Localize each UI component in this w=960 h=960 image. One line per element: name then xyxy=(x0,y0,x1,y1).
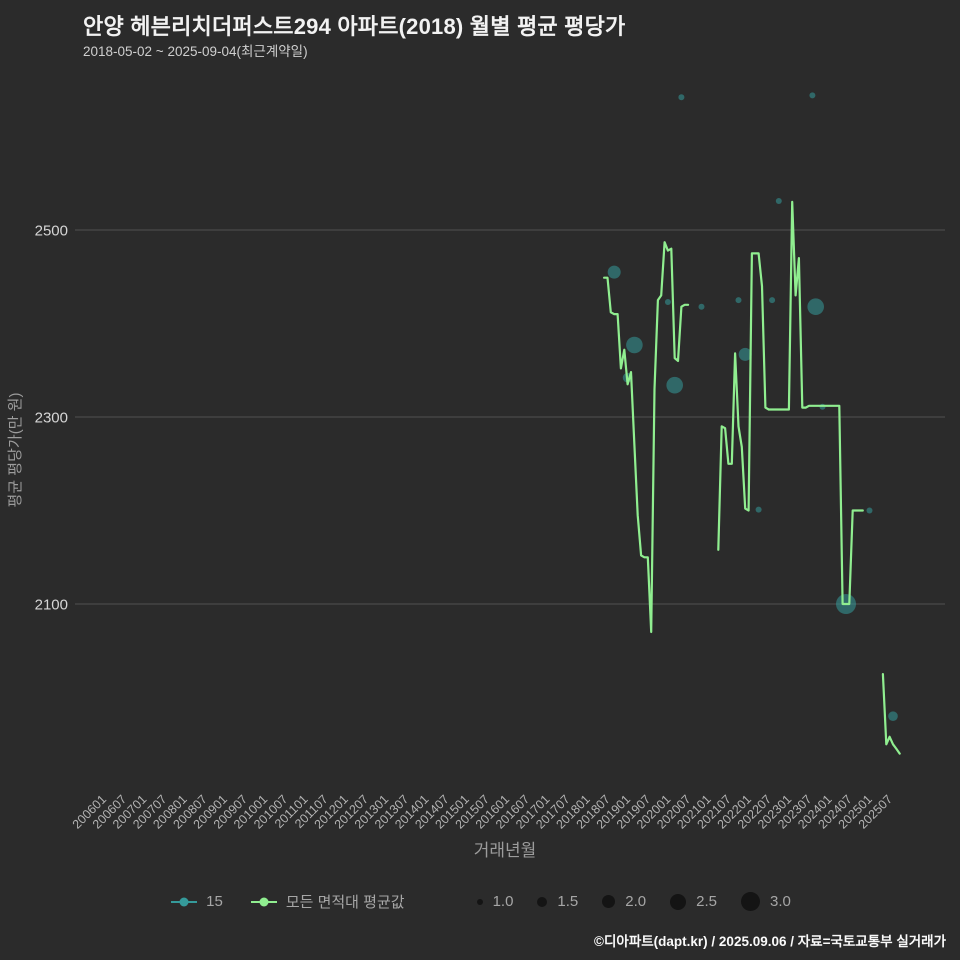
bubble-size-dot-icon xyxy=(602,895,616,908)
teal-dot-marker-icon xyxy=(171,897,198,906)
data-point-bubble xyxy=(866,507,873,514)
size-legend-label: 2.0 xyxy=(625,893,647,910)
size-legend-label: 1.0 xyxy=(492,893,514,910)
price-line xyxy=(717,200,864,606)
data-point-bubble xyxy=(698,303,705,310)
data-point-bubble xyxy=(809,92,816,99)
y-tick-label: 2300 xyxy=(35,409,68,426)
bubble-size-legend: 1.0 1.5 2.0 2.5 3.0 xyxy=(476,892,791,911)
size-legend-label: 1.5 xyxy=(557,893,579,910)
data-point-bubble xyxy=(735,297,742,304)
size-legend-label: 2.5 xyxy=(696,893,717,910)
chart-canvas: 2100230025002006012006072007012007072008… xyxy=(7,92,945,860)
price-line xyxy=(881,672,901,755)
data-point-bubble xyxy=(664,299,671,305)
data-point-bubble xyxy=(678,94,685,101)
chart-title: 안양 헤븐리치더퍼스트294 아파트(2018) 월별 평균 평당가 xyxy=(83,14,626,39)
bubble-size-dot-icon xyxy=(670,893,687,910)
legend-label-average: 모든 면적대 평균값 xyxy=(285,894,405,911)
data-point-bubble xyxy=(666,376,683,394)
x-axis-title: 거래년월 xyxy=(474,841,537,860)
legend-label-15: 15 xyxy=(206,893,223,910)
legend-item-scatter-15[interactable]: 15 xyxy=(169,893,223,910)
data-point-bubble xyxy=(769,297,776,304)
data-point-bubble xyxy=(888,711,898,721)
data-point-bubble xyxy=(738,347,752,361)
data-point-bubble xyxy=(775,198,782,204)
size-legend-item: 1.0 xyxy=(476,893,514,910)
source-credit: ©디아파트(dapt.kr) / 2025.09.06 / 자료=국토교통부 실… xyxy=(594,934,946,949)
y-axis-title: 평균 평당가(만 원) xyxy=(7,393,24,508)
size-legend-item: 2.5 xyxy=(670,893,717,910)
size-legend-label: 3.0 xyxy=(770,893,791,910)
green-line-marker-icon xyxy=(250,897,277,906)
data-point-bubble xyxy=(607,265,621,279)
y-tick-label: 2100 xyxy=(35,596,68,613)
bubble-size-dot-icon xyxy=(741,892,760,911)
size-legend-item: 3.0 xyxy=(741,892,791,911)
data-point-bubble xyxy=(626,336,643,354)
bubble-size-dot-icon xyxy=(476,898,483,905)
chart-subtitle: 2018-05-02 ~ 2025-09-04(최근계약일) xyxy=(83,44,308,59)
price-line xyxy=(602,241,690,634)
data-point-bubble xyxy=(807,298,824,316)
data-point-bubble xyxy=(755,506,762,513)
y-tick-label: 2500 xyxy=(35,222,68,239)
bubble-size-dot-icon xyxy=(537,896,548,907)
legend: 15 모든 면적대 평균값 1.0 1.5 2.0 xyxy=(0,891,960,912)
size-legend-item: 1.5 xyxy=(537,893,578,910)
legend-item-line-average[interactable]: 모든 면적대 평균값 xyxy=(249,891,405,912)
size-legend-item: 2.0 xyxy=(602,893,646,910)
